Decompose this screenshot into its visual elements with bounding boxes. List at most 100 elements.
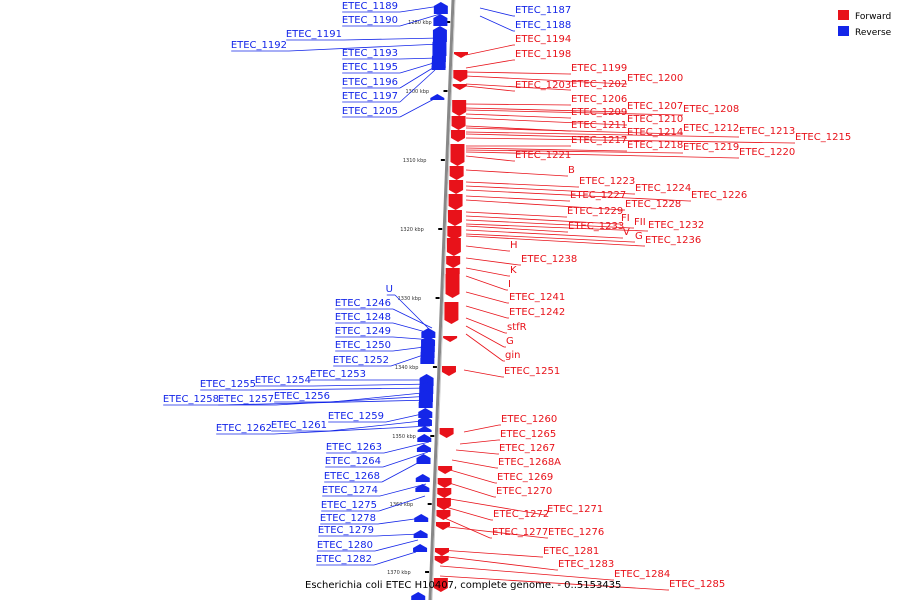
label-leader-line <box>465 291 508 304</box>
tick-mark <box>435 297 440 299</box>
gene-label: ETEC_1269 <box>497 472 553 483</box>
label-leader-line <box>465 44 514 56</box>
reverse-gene-feature <box>419 382 434 394</box>
reverse-gene-feature <box>430 94 445 100</box>
forward-gene-feature <box>438 466 453 474</box>
label-leader-line <box>465 109 682 116</box>
reverse-gene-feature <box>415 484 430 492</box>
forward-gene-feature <box>441 366 456 376</box>
label-leader-line <box>439 565 613 581</box>
tick-mark <box>446 21 451 23</box>
map-caption: Escherichia coli ETEC H10407, complete g… <box>305 580 621 591</box>
reverse-gene-feature <box>418 390 433 402</box>
gene-label: K <box>510 265 517 276</box>
label-leader-line <box>275 395 433 406</box>
tick-label: 1310 kbp <box>403 158 427 164</box>
reverse-gene-feature <box>416 454 431 464</box>
forward-gene-feature <box>433 578 448 592</box>
forward-gene-feature <box>449 166 464 180</box>
forward-gene-feature <box>434 556 449 564</box>
reverse-gene-feature <box>433 14 448 26</box>
gene-label: ETEC_1199 <box>571 63 627 74</box>
forward-gene-feature <box>453 70 468 82</box>
reverse-gene-feature <box>418 408 433 418</box>
label-leader-line <box>374 539 419 552</box>
tick-label: 1340 kbp <box>395 365 419 371</box>
label-leader-line <box>220 399 433 406</box>
gene-label: ETEC_1279 <box>318 525 374 536</box>
label-leader-line <box>463 369 503 378</box>
forward-gene-feature <box>435 522 450 530</box>
label-leader-line <box>465 59 514 69</box>
gene-label: ETEC_1251 <box>504 366 560 377</box>
tick-mark <box>430 435 435 437</box>
gene-label: ETEC_1258 <box>163 394 219 405</box>
label-leader-line <box>439 525 547 539</box>
forward-gene-feature <box>447 210 462 226</box>
forward-gene-feature <box>436 498 451 510</box>
gene-label: ETEC_1236 <box>645 235 701 246</box>
genome-backbone <box>428 0 455 600</box>
reverse-gene-feature <box>420 342 435 352</box>
gene-label: ETEC_1192 <box>231 40 287 51</box>
label-leader-line <box>257 387 434 391</box>
forward-gene-feature <box>452 100 467 116</box>
label-leader-line <box>394 294 433 333</box>
gene-label: ETEC_1253 <box>310 369 366 380</box>
label-leader-line <box>465 147 626 152</box>
gene-label: ETEC_1281 <box>543 546 599 557</box>
label-leader-line <box>459 439 499 445</box>
reverse-gene-feature <box>419 374 434 386</box>
gene-label: ETEC_1226 <box>691 190 747 201</box>
reverse-gene-feature <box>413 530 428 538</box>
gene-label: ETEC_1277 <box>492 527 548 538</box>
reverse-gene-feature <box>421 328 436 338</box>
gene-label: ETEC_1278 <box>320 513 376 524</box>
label-leader-line <box>445 481 495 498</box>
reverse-gene-feature <box>413 544 428 552</box>
label-leader-line <box>465 103 570 106</box>
forward-gene-feature <box>439 428 454 438</box>
label-leader-line <box>465 189 690 202</box>
label-leader-line <box>399 57 439 60</box>
gene-label: ETEC_1213 <box>739 126 795 137</box>
reverse-gene-feature <box>420 348 435 358</box>
feature-layer <box>411 2 469 600</box>
gene-label: ETEC_1250 <box>335 340 391 351</box>
label-leader-line <box>378 495 426 512</box>
gene-label: U <box>386 284 393 295</box>
gene-label: ETEC_1197 <box>342 91 398 102</box>
forward-gene-feature <box>437 478 452 488</box>
label-leader-line <box>465 85 514 92</box>
tick-label: 1350 kbp <box>392 434 416 440</box>
reverse-gene-feature <box>417 426 432 432</box>
gene-label: ETEC_1261 <box>271 420 327 431</box>
tick-label: 1280 kbp <box>408 20 432 26</box>
forward-gene-feature <box>443 336 458 342</box>
gene-label: ETEC_1200 <box>627 73 683 84</box>
label-leader-line <box>399 69 436 103</box>
label-leader-line <box>465 275 507 291</box>
label-leader-line <box>439 549 542 558</box>
legend: Forward Reverse <box>838 10 892 38</box>
gene-label: ETEC_1203 <box>515 80 571 91</box>
gene-label: ETEC_1215 <box>795 132 851 143</box>
gene-label: ETEC_1202 <box>571 79 627 90</box>
tick-mark <box>443 90 448 92</box>
gene-label: ETEC_1228 <box>625 199 681 210</box>
gene-label: ETEC_1276 <box>548 527 604 538</box>
label-leader-line <box>443 497 546 516</box>
gene-label: ETEC_1267 <box>499 443 555 454</box>
tick-mark <box>440 159 445 161</box>
forward-gene-feature <box>446 256 461 268</box>
gene-label: ETEC_1223 <box>579 176 635 187</box>
reverse-gene-feature <box>432 38 447 56</box>
label-leader-line <box>399 97 437 118</box>
label-leader-line <box>465 149 682 154</box>
gene-label: ETEC_1188 <box>515 20 571 31</box>
gene-label: ETEC_1256 <box>274 391 330 402</box>
gene-label: ETEC_1212 <box>683 123 739 134</box>
reverse-gene-feature <box>432 26 447 42</box>
label-leader-line <box>465 117 626 126</box>
